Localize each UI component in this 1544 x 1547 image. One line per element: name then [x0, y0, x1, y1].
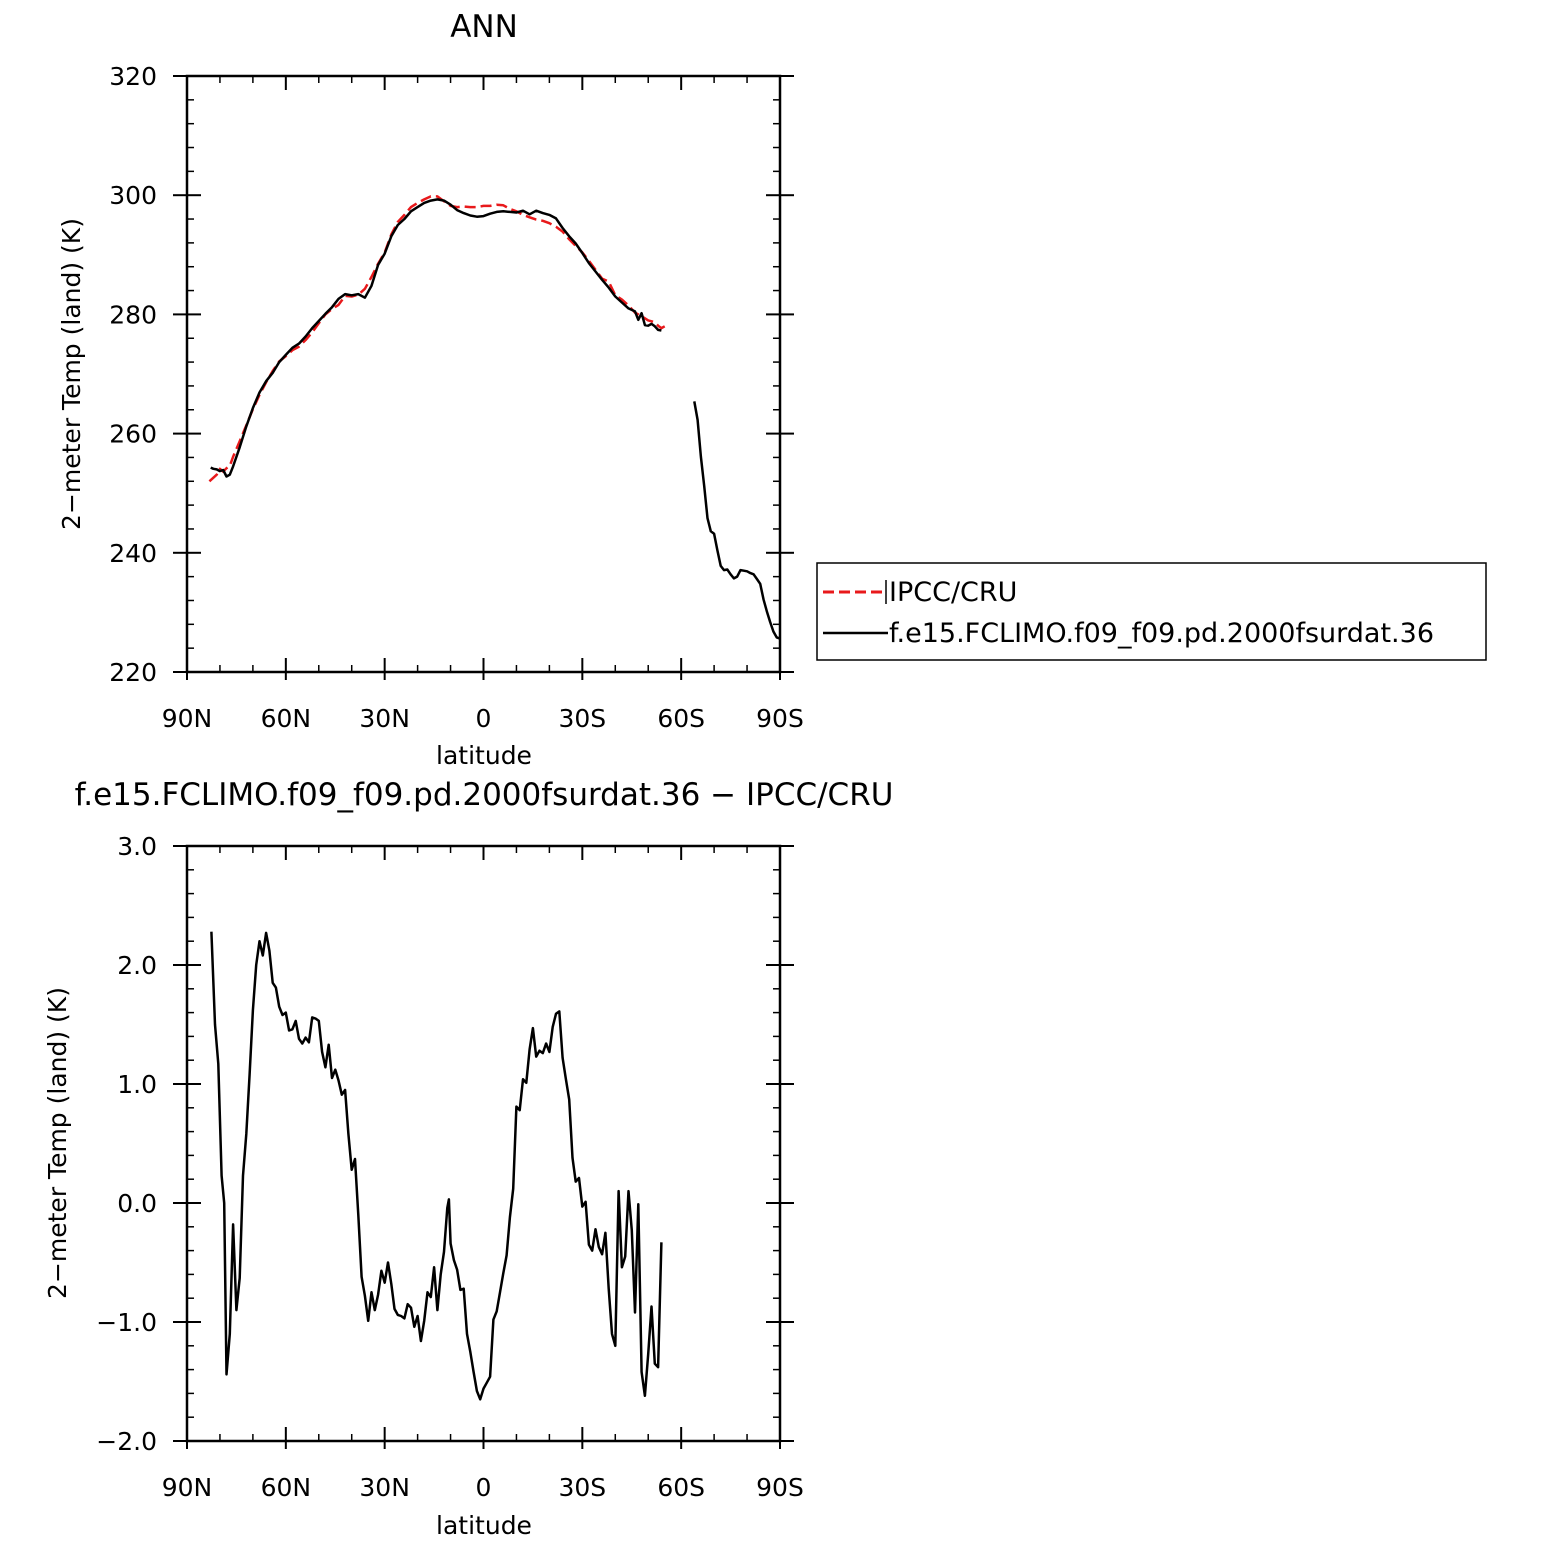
x-tick-label: 60N [261, 1473, 312, 1502]
bottom-series-line-0 [210, 931, 663, 1401]
y-tick-label: 0.0 [117, 1189, 157, 1218]
legend: IPCC/CRU f.e15.FCLIMO.f09_f09.pd.2000fsu… [816, 562, 1487, 661]
bottom-chart-title: f.e15.FCLIMO.f09_f09.pd.2000fsurdat.36 −… [75, 777, 894, 813]
y-tick-label: 280 [109, 300, 157, 329]
y-tick-label: 240 [109, 539, 157, 568]
x-tick-label: 90S [756, 704, 804, 733]
top-series-group [208, 195, 781, 640]
x-tick-label: 30N [359, 1473, 410, 1502]
x-tick-label: 90S [756, 1473, 804, 1502]
x-tick-label: 60N [261, 704, 312, 733]
x-tick-label: 30S [558, 1473, 606, 1502]
y-tick-label: 300 [109, 181, 157, 210]
x-tick-label: 60S [657, 1473, 705, 1502]
top-x-axis-label: latitude [436, 741, 532, 770]
y-tick-label: 320 [109, 62, 157, 91]
x-tick-label: 90N [162, 704, 213, 733]
top-plot-frame [185, 74, 782, 674]
y-tick-label: 1.0 [117, 1070, 157, 1099]
legend-label-model: f.e15.FCLIMO.f09_f09.pd.2000fsurdat.36 [889, 618, 1434, 649]
bottom-chart: f.e15.FCLIMO.f09_f09.pd.2000fsurdat.36 −… [43, 777, 893, 1540]
x-tick-label: 0 [476, 704, 492, 733]
y-tick-label: −2.0 [96, 1427, 157, 1456]
x-tick-label: 0 [476, 1473, 492, 1502]
top-series-line-1 [210, 198, 781, 640]
top-chart: ANN 90N 60N 30N 0 30S 60S 90S 220 240 260 280 300 32… [57, 9, 804, 770]
bottom-x-axis-label: latitude [436, 1511, 532, 1540]
y-tick-label: −1.0 [96, 1308, 157, 1337]
legend-box [816, 562, 1487, 661]
y-tick-label: 3.0 [117, 832, 157, 861]
y-tick-label: 2.0 [117, 951, 157, 980]
x-tick-label: 60S [657, 704, 705, 733]
x-tick-label: 30S [558, 704, 606, 733]
top-chart-title: ANN [450, 9, 518, 45]
y-tick-label: 220 [109, 658, 157, 687]
x-tick-label: 90N [162, 1473, 213, 1502]
bottom-axis-ticks: 90N 60N 30N 0 30S 60S 90S −2.0 −1.0 0.0 1.0 2.0 3.0 [96, 832, 804, 1502]
top-y-axis-label: 2−meter Temp (land) (K) [57, 218, 86, 530]
x-tick-label: 30N [359, 704, 410, 733]
bottom-series-group [210, 931, 663, 1401]
y-tick-label: 260 [109, 420, 157, 449]
top-series-line-0 [208, 195, 666, 483]
legend-label-ipcc-cru: IPCC/CRU [889, 577, 1017, 608]
bottom-y-axis-label: 2−meter Temp (land) (K) [43, 987, 72, 1299]
top-axis-ticks: 90N 60N 30N 0 30S 60S 90S 220 240 260 280 300 320 [109, 62, 804, 733]
bottom-plot-frame [185, 844, 782, 1443]
